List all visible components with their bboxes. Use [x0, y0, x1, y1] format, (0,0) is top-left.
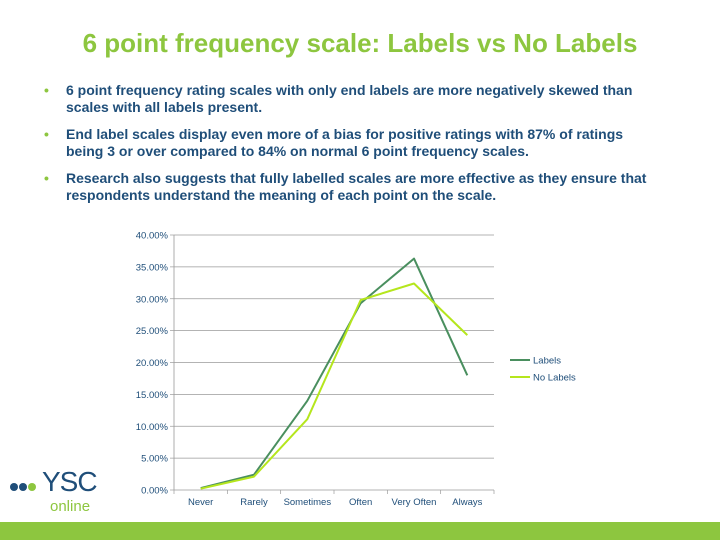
- x-tick-label: Never: [188, 497, 213, 508]
- bullet-text: Research also suggests that fully labell…: [66, 170, 647, 203]
- bullet-text: End label scales display even more of a …: [66, 126, 624, 159]
- bullet-text: 6 point frequency rating scales with onl…: [66, 82, 633, 115]
- bullet-item: • Research also suggests that fully labe…: [44, 170, 664, 204]
- logo-dots-icon: [10, 478, 37, 496]
- legend-label: No Labels: [533, 373, 576, 384]
- slide-title: 6 point frequency scale: Labels vs No La…: [82, 28, 638, 58]
- series-line-labels: [200, 257, 469, 490]
- y-tick-label: 35.00%: [136, 262, 169, 273]
- bottom-accent-bar: [0, 522, 720, 540]
- logo-sub: online: [50, 498, 91, 515]
- bullet-dot: •: [44, 82, 49, 98]
- legend-label: Labels: [533, 356, 561, 367]
- y-tick-label: 15.00%: [136, 390, 169, 401]
- x-tick-label: Rarely: [240, 497, 268, 508]
- y-tick-label: 5.00%: [141, 454, 168, 465]
- x-tick-label: Very Often: [392, 497, 437, 508]
- x-tick-label: Sometimes: [284, 497, 332, 508]
- logo-brand: YSC: [42, 466, 98, 497]
- y-tick-label: 10.00%: [136, 422, 169, 433]
- ysc-logo: YSC online: [8, 466, 104, 518]
- bullet-dot: •: [44, 126, 49, 142]
- bullet-dot: •: [44, 170, 49, 186]
- bullet-item: • 6 point frequency rating scales with o…: [44, 82, 664, 116]
- x-tick-label: Often: [349, 497, 372, 508]
- y-tick-label: 0.00%: [141, 486, 168, 497]
- x-tick-label: Always: [452, 497, 482, 508]
- y-tick-label: 20.00%: [136, 358, 169, 369]
- y-tick-label: 40.00%: [136, 231, 169, 242]
- y-tick-label: 30.00%: [136, 294, 169, 305]
- bullet-list: • 6 point frequency rating scales with o…: [44, 82, 664, 214]
- frequency-line-chart: 0.00% 5.00% 10.00% 15.00% 20.00% 25.00% 30.00%…: [136, 231, 576, 509]
- series-line-no-labels: [200, 282, 468, 490]
- bullet-item: • End label scales display even more of …: [44, 126, 664, 160]
- y-tick-label: 25.00%: [136, 326, 169, 337]
